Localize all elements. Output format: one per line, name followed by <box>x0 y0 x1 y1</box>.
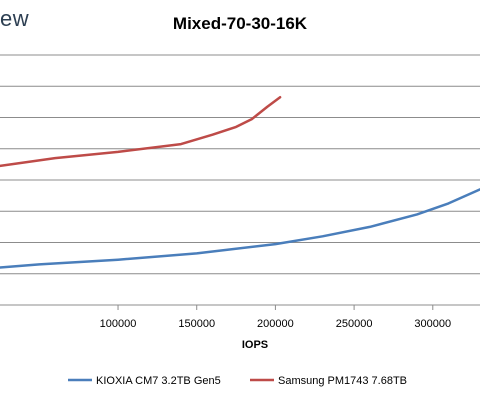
legend-label-1: KIOXIA CM7 3.2TB Gen5 <box>96 375 221 387</box>
x-tick-label: 100000 <box>100 318 137 330</box>
gridlines <box>0 54 480 306</box>
series-line-2 <box>0 95 282 168</box>
brand-logo-text: ew <box>0 6 30 31</box>
plot-area <box>0 95 480 269</box>
chart-title: Mixed-70-30-16K <box>172 14 308 33</box>
x-axis-label: IOPS <box>242 339 268 351</box>
x-tick-label: 150000 <box>178 318 215 330</box>
x-tick-label: 250000 <box>336 318 373 330</box>
x-tick-label: 300000 <box>414 318 451 330</box>
x-axis-ticks: 100000 150000 200000 250000 300000 <box>100 305 451 330</box>
legend-label-2: Samsung PM1743 7.68TB <box>278 375 407 387</box>
x-tick-label: 200000 <box>257 318 294 330</box>
legend: KIOXIA CM7 3.2TB Gen5 Samsung PM1743 7.68… <box>68 375 407 387</box>
series-line-1 <box>0 188 480 269</box>
